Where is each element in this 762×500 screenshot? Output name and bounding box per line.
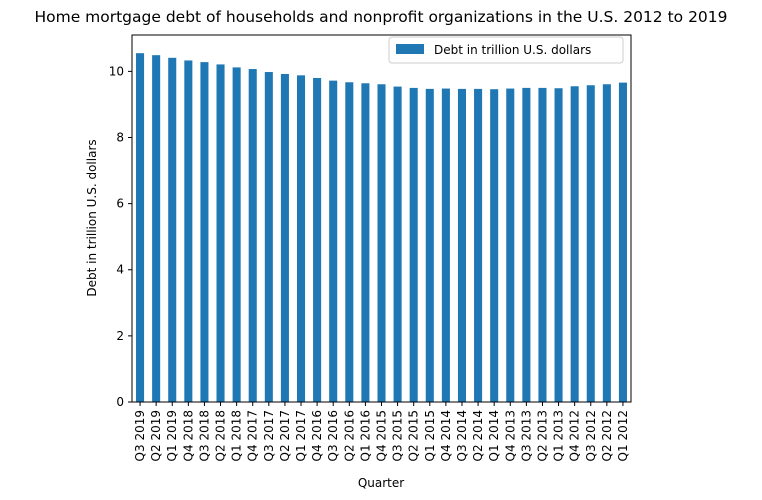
x-tick-label: Q1 2012 <box>616 410 630 461</box>
x-tick-label: Q3 2019 <box>133 410 147 461</box>
x-tick-label: Q4 2015 <box>375 410 389 461</box>
bar <box>136 53 145 402</box>
x-tick-label: Q2 2015 <box>407 410 421 461</box>
x-tick-label: Q1 2016 <box>358 410 372 461</box>
y-axis-label: Debt in trillion U.S. dollars <box>85 139 99 296</box>
x-tick-label: Q1 2018 <box>230 410 244 461</box>
bar <box>538 87 547 402</box>
bar <box>329 80 338 403</box>
x-tick-label: Q4 2014 <box>439 410 453 461</box>
x-tick-label: Q1 2013 <box>552 410 566 461</box>
plot-area-frame <box>131 34 632 403</box>
x-tick-label: Q2 2016 <box>342 410 356 461</box>
x-axis-label: Quarter <box>358 476 404 490</box>
x-tick-label: Q2 2019 <box>149 410 163 461</box>
bar <box>554 88 563 402</box>
bars-group <box>136 53 627 403</box>
y-tick-label: 2 <box>116 329 124 343</box>
bar <box>506 88 515 402</box>
x-tick-label: Q2 2013 <box>535 410 549 461</box>
bar <box>216 64 225 403</box>
bar <box>184 60 193 402</box>
y-tick-label: 0 <box>116 395 124 409</box>
y-tick-label: 8 <box>116 130 124 144</box>
x-tick-label: Q3 2013 <box>519 410 533 461</box>
bar <box>232 67 241 403</box>
bar <box>361 83 370 403</box>
x-tick-label: Q4 2013 <box>503 410 517 461</box>
legend-frame <box>388 36 624 64</box>
bar <box>200 62 209 402</box>
y-tick-label: 4 <box>116 263 124 277</box>
bar <box>248 69 257 402</box>
x-tick-label: Q2 2017 <box>278 410 292 461</box>
legend-label: Debt in trillion U.S. dollars <box>434 43 591 57</box>
x-tick-label: Q1 2017 <box>294 410 308 461</box>
bar <box>393 86 402 403</box>
x-tick-label: Q3 2014 <box>455 410 469 461</box>
bar <box>474 88 483 402</box>
bar <box>264 72 273 402</box>
x-tick-label: Q1 2019 <box>165 410 179 461</box>
y-tick-label: 6 <box>116 197 124 211</box>
bar <box>377 84 386 402</box>
bar <box>345 82 354 402</box>
x-axis-ticks: Q3 2019 Q2 2019 Q1 2019 Q4 2018 Q3 2018 Q2 20… <box>133 402 630 461</box>
x-tick-label: Q3 2018 <box>197 410 211 461</box>
x-tick-label: Q2 2012 <box>600 410 614 461</box>
chart-title: Home mortgage debt of households and non… <box>34 8 727 26</box>
bar <box>441 88 450 402</box>
x-tick-label: Q3 2012 <box>584 410 598 461</box>
x-tick-label: Q3 2017 <box>262 410 276 461</box>
bar <box>618 82 627 402</box>
bar <box>522 87 531 402</box>
x-tick-label: Q2 2014 <box>471 410 485 461</box>
x-tick-label: Q4 2017 <box>246 410 260 461</box>
bar <box>296 75 306 402</box>
legend-swatch <box>396 44 424 54</box>
x-tick-label: Q4 2016 <box>310 410 324 461</box>
y-axis-ticks: 0 2 4 6 8 10 <box>109 64 132 409</box>
bar <box>425 88 434 402</box>
x-tick-label: Q4 2012 <box>568 410 582 461</box>
bar <box>152 55 161 403</box>
bar <box>602 84 611 402</box>
bar <box>409 87 418 402</box>
bar <box>586 85 595 402</box>
x-tick-label: Q1 2014 <box>487 410 501 461</box>
bar <box>490 89 499 403</box>
y-tick-label: 10 <box>109 64 124 78</box>
x-tick-label: Q3 2015 <box>391 410 405 461</box>
bar <box>168 57 177 403</box>
legend: Debt in trillion U.S. dollars <box>388 36 624 64</box>
x-tick-label: Q3 2016 <box>326 410 340 461</box>
bar <box>313 77 322 402</box>
bar <box>457 88 467 402</box>
x-tick-label: Q1 2015 <box>423 410 437 461</box>
x-tick-label: Q2 2018 <box>214 410 228 461</box>
bar <box>280 74 289 403</box>
bar <box>570 86 579 403</box>
x-tick-label: Q4 2018 <box>181 410 195 461</box>
